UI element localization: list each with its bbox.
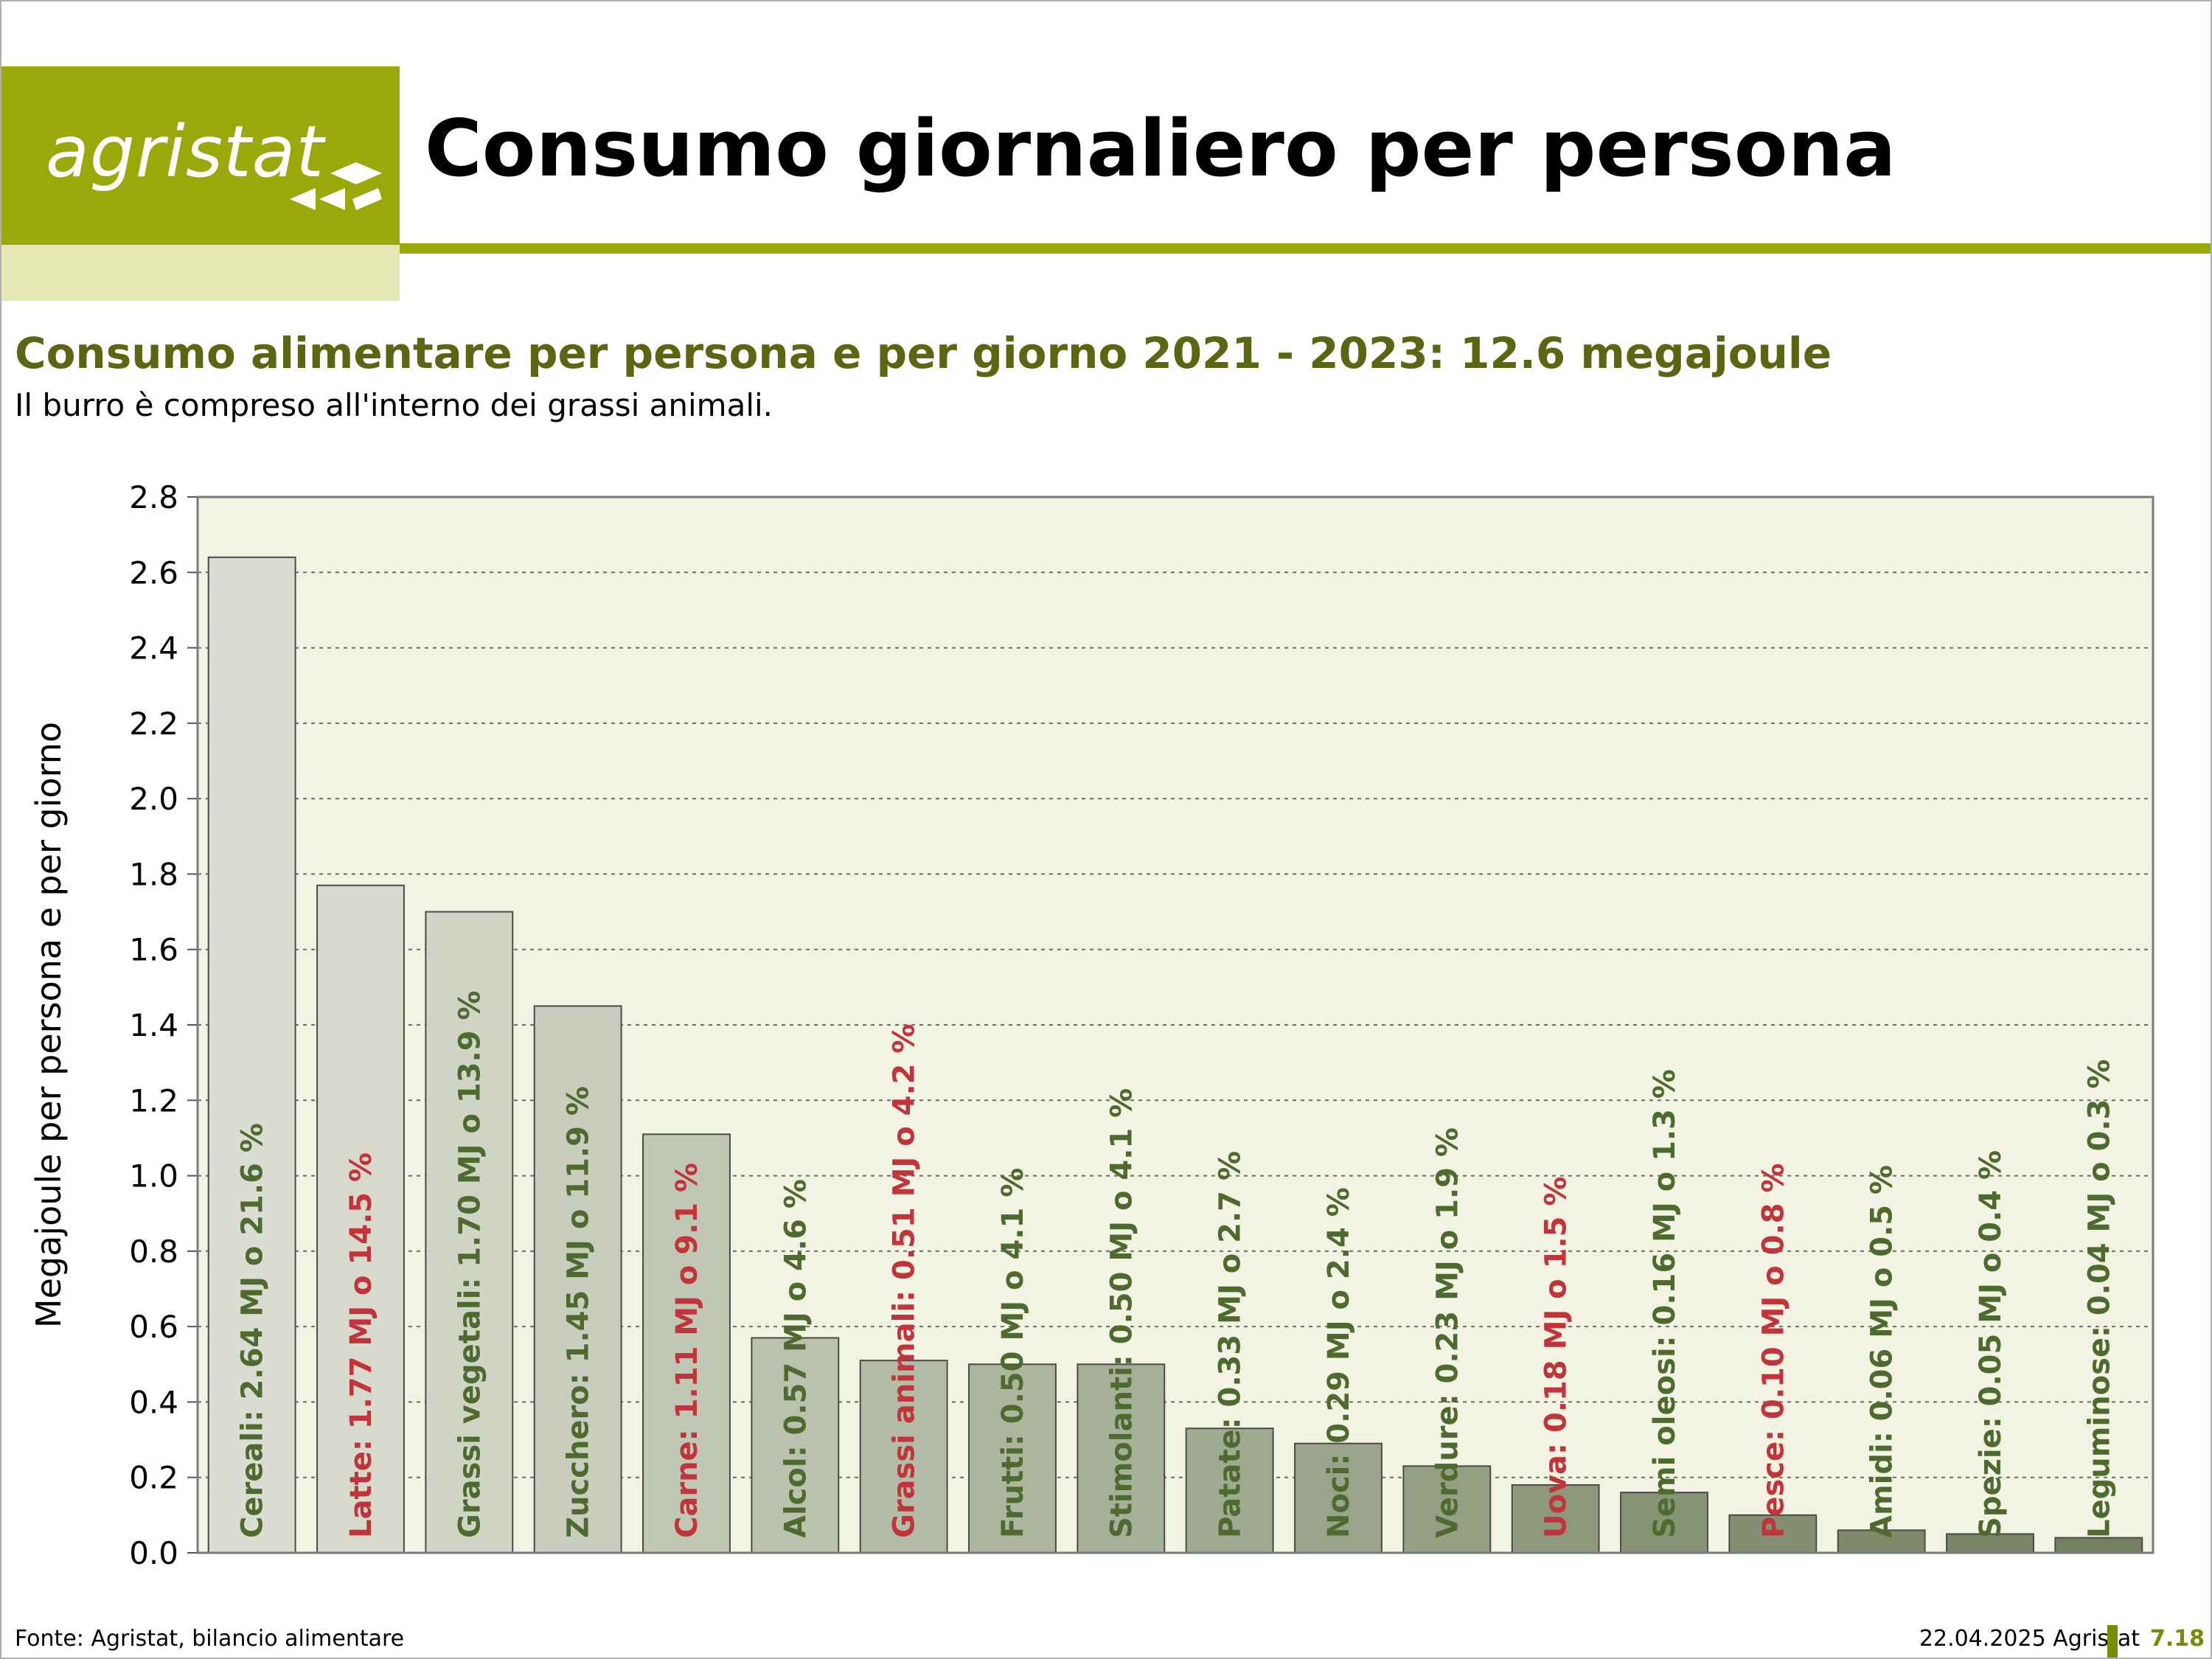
bar-grassi-animali: [859, 1360, 948, 1554]
bar-data-label: Carne: 1.11 MJ o 9.1 %: [670, 1163, 704, 1538]
bar-carne: [642, 1133, 731, 1554]
bar-data-label: Grassi animali: 0.51 MJ o 4.2 %: [888, 1024, 922, 1539]
bar-data-label: Verdure: 0.23 MJ o 1.9 %: [1430, 1127, 1464, 1538]
y-tick-label: 0.6: [129, 1309, 178, 1345]
bar-data-label: Amidi: 0.06 MJ o 0.5 %: [1865, 1165, 1899, 1538]
bar-patate: [1185, 1427, 1274, 1554]
bar-latte: [316, 884, 405, 1554]
y-tick-label: 2.8: [129, 479, 178, 515]
logo-panel-accent: [1, 245, 400, 301]
y-tick-label: 1.6: [129, 932, 178, 968]
logo-mark-icon: [290, 162, 382, 210]
y-axis-label: Megajoule per persona e per giorno: [29, 722, 69, 1328]
bar-data-label: Alcol: 0.57 MJ o 4.6 %: [779, 1179, 813, 1538]
bar-data-label: Patate: 0.33 MJ o 2.7 %: [1214, 1151, 1248, 1538]
y-tick-label: 1.8: [129, 856, 178, 892]
bar-data-label: Uova: 0.18 MJ o 1.5 %: [1540, 1177, 1573, 1538]
chart-note: Il burro è compreso all'interno dei gras…: [15, 387, 773, 423]
bar-uova: [1511, 1484, 1600, 1554]
bar-data-label: Frutti: 0.50 MJ o 4.1 %: [996, 1168, 1030, 1538]
bar-data-label: Noci: 0.29 MJ o 2.4 %: [1322, 1187, 1356, 1538]
footer-source: Fonte: Agristat, bilancio alimentare: [15, 1626, 405, 1652]
bar-grassi-vegetali: [425, 911, 514, 1554]
page-title: Consumo giornaliero per persona: [425, 103, 1896, 194]
bar-leguminose: [2054, 1537, 2143, 1554]
footer-page-number: 7.18: [2150, 1626, 2205, 1652]
bar-data-label: Pesce: 0.10 MJ o 0.8 %: [1756, 1163, 1790, 1538]
bar-data-label: Grassi vegetali: 1.70 MJ o 13.9 %: [453, 990, 487, 1538]
bar-frutti: [968, 1363, 1057, 1554]
bar-verdure: [1402, 1465, 1492, 1554]
chart-subtitle: Consumo alimentare per persona e per gio…: [15, 328, 1832, 378]
bar-data-label: Semi oleosi: 0.16 MJ o 1.3 %: [1648, 1069, 1682, 1538]
bar-data-label: Leguminose: 0.04 MJ o 0.3 %: [2082, 1060, 2116, 1538]
bar-data-label: Spezie: 0.05 MJ o 0.4 %: [1974, 1150, 2008, 1538]
y-tick-label: 0.4: [129, 1384, 178, 1420]
y-tick-label: 1.0: [129, 1158, 178, 1194]
bar-stimolanti: [1077, 1363, 1166, 1554]
bar-alcol: [751, 1337, 840, 1554]
bar-cereali: [207, 556, 296, 1554]
bar-spezie: [1946, 1533, 2034, 1554]
bar-noci: [1294, 1442, 1382, 1554]
y-tick-label: 2.0: [129, 781, 178, 817]
title-rule: [400, 243, 2211, 254]
y-tick-label: 2.6: [129, 554, 178, 591]
bar-zucchero: [533, 1005, 622, 1554]
bar-data-label: Zucchero: 1.45 MJ o 11.9 %: [562, 1086, 596, 1538]
plot-border: [196, 495, 2154, 1554]
footer-date: 22.04.2025 Agristat: [1919, 1626, 2140, 1652]
bar-data-label: Latte: 1.77 MJ o 14.5 %: [344, 1152, 378, 1538]
y-tick-label: 0.0: [129, 1535, 178, 1571]
bar-pesce: [1728, 1514, 1818, 1554]
logo-panel: [1, 66, 400, 245]
bar-data-label: Cereali: 2.64 MJ o 21.6 %: [236, 1123, 270, 1538]
bar-data-label: Stimolanti: 0.50 MJ o 4.1 %: [1105, 1088, 1138, 1538]
y-tick-label: 1.4: [129, 1007, 178, 1043]
agristat-logo: agristat: [46, 111, 325, 193]
y-tick-label: 2.4: [129, 630, 178, 667]
y-tick-label: 0.2: [129, 1460, 178, 1496]
footer-divider: [2107, 1625, 2118, 1658]
y-tick-label: 0.8: [129, 1234, 178, 1270]
y-tick-label: 2.2: [129, 706, 178, 742]
y-tick-label: 1.2: [129, 1082, 178, 1119]
